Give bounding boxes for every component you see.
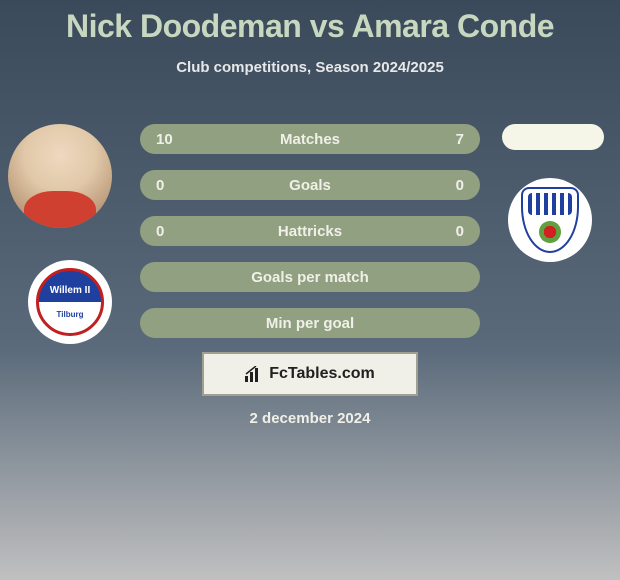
- player-right-avatar: [502, 124, 604, 150]
- club-left-name: Willem II: [50, 285, 90, 296]
- subtitle: Club competitions, Season 2024/2025: [0, 59, 620, 76]
- club-left-city: Tilburg: [57, 310, 84, 319]
- stat-bar-hattricks: 0 Hattricks 0: [140, 216, 480, 246]
- club-right-badge: [508, 178, 592, 262]
- stat-right-value: 7: [456, 131, 464, 148]
- stat-label: Min per goal: [266, 315, 354, 332]
- club-left-badge: Willem II Tilburg: [28, 260, 112, 344]
- date-label: 2 december 2024: [0, 410, 620, 427]
- page-title: Nick Doodeman vs Amara Conde: [0, 0, 620, 45]
- stat-bar-goals: 0 Goals 0: [140, 170, 480, 200]
- stat-bar-goals-per-match: Goals per match: [140, 262, 480, 292]
- stat-right-value: 0: [456, 223, 464, 240]
- stat-left-value: 0: [156, 223, 164, 240]
- stat-left-value: 0: [156, 177, 164, 194]
- stat-label: Hattricks: [278, 223, 342, 240]
- stat-left-value: 10: [156, 131, 173, 148]
- branding-box: FcTables.com: [202, 352, 418, 396]
- stats-bars: 10 Matches 7 0 Goals 0 0 Hattricks 0 Goa…: [140, 124, 480, 354]
- stat-right-value: 0: [456, 177, 464, 194]
- stat-label: Goals per match: [251, 269, 369, 286]
- stat-label: Goals: [289, 177, 331, 194]
- bars-icon: [245, 366, 263, 382]
- branding-text: FcTables.com: [269, 365, 375, 383]
- stat-bar-min-per-goal: Min per goal: [140, 308, 480, 338]
- stat-label: Matches: [280, 131, 340, 148]
- player-left-avatar: [8, 124, 112, 228]
- stat-bar-matches: 10 Matches 7: [140, 124, 480, 154]
